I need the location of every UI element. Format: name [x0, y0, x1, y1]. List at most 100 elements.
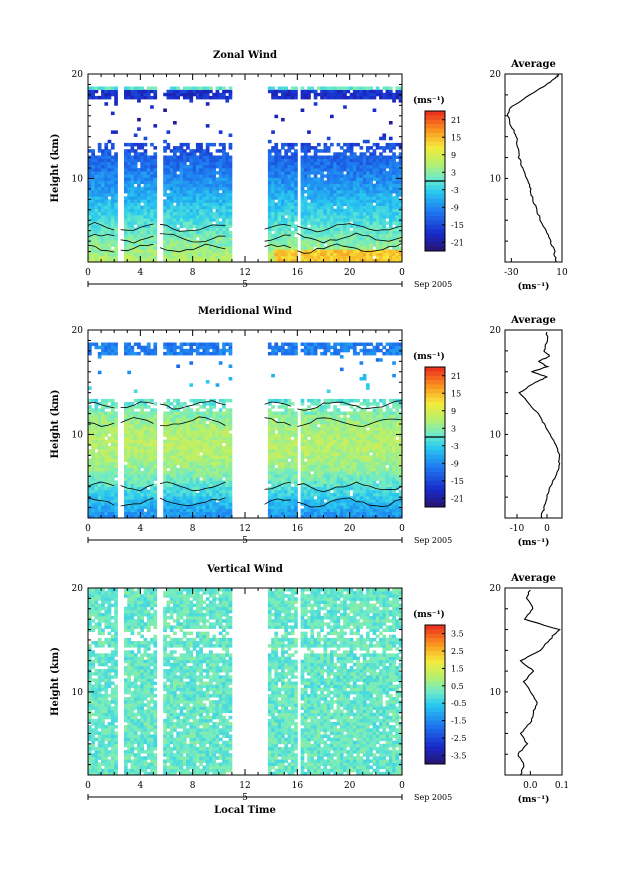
heatmap-cell	[388, 258, 393, 263]
heatmap-cell	[218, 430, 223, 434]
heatmap-cell	[153, 86, 158, 90]
heatmap-cell	[195, 142, 200, 147]
heatmap-cell	[146, 95, 151, 100]
heatmap-cell	[186, 95, 190, 100]
heatmap-cell	[395, 240, 400, 244]
heatmap-cell	[222, 233, 226, 238]
heatmap-cell	[392, 202, 396, 206]
heatmap-cell	[388, 243, 393, 247]
heatmap-cell	[179, 464, 184, 469]
heatmap-cell	[339, 193, 344, 197]
heatmap-cell	[343, 149, 347, 153]
heatmap-cell	[107, 511, 112, 516]
heatmap-cell	[182, 467, 187, 472]
heatmap-cell	[192, 189, 197, 194]
heatmap-cell	[313, 236, 318, 241]
heatmap-cell	[153, 155, 158, 159]
colorbar-tick-label: -3	[451, 186, 459, 195]
heatmap-cell	[225, 221, 230, 225]
heatmap-cell	[287, 177, 292, 181]
heatmap-cell	[140, 246, 144, 250]
heatmap-cell	[91, 499, 95, 503]
heatmap-cell	[267, 442, 272, 447]
heatmap-cell	[176, 486, 180, 491]
heatmap-cell	[222, 258, 226, 263]
heatmap-cell	[91, 211, 95, 216]
heatmap-cell	[91, 161, 95, 166]
heatmap-cell	[133, 174, 138, 178]
heatmap-cell	[317, 149, 321, 153]
heatmap-cell	[169, 186, 174, 191]
heatmap-cell	[267, 445, 272, 450]
heatmap-cell	[290, 171, 295, 175]
heatmap-cell	[300, 208, 305, 213]
heatmap-cell	[124, 164, 128, 169]
heatmap-cell	[130, 186, 135, 191]
heatmap-cell	[179, 89, 184, 94]
heatmap-cell	[101, 402, 105, 406]
heatmap-cell	[313, 177, 318, 181]
heatmap-cell	[124, 452, 128, 456]
heatmap-cell	[163, 442, 167, 447]
heatmap-cell	[150, 408, 154, 412]
heatmap-cell	[114, 464, 118, 469]
heatmap-cell	[366, 155, 370, 159]
heatmap-cell	[173, 502, 177, 506]
heatmap-cell	[287, 180, 292, 184]
heatmap-cell	[215, 471, 220, 475]
heatmap-cell	[169, 417, 174, 422]
heatmap-cell	[317, 161, 321, 166]
heatmap-cell	[146, 202, 151, 206]
heatmap-cell	[195, 89, 200, 94]
heatmap-cell	[209, 452, 213, 456]
heatmap-cell	[274, 158, 279, 163]
heatmap-cell	[385, 186, 390, 191]
heatmap-cell	[91, 502, 95, 506]
heatmap-cell	[287, 186, 292, 191]
heatmap-cell	[330, 183, 334, 188]
heatmap-cell	[375, 155, 380, 159]
heatmap-cell	[267, 417, 272, 422]
heatmap-cell	[127, 461, 131, 466]
heatmap-cell	[375, 211, 380, 216]
heatmap-cell	[179, 492, 184, 497]
contour-line	[87, 221, 403, 233]
heatmap-cell	[290, 196, 295, 200]
heatmap-cell	[169, 149, 174, 153]
heatmap-cell	[372, 174, 377, 178]
heatmap-cell	[179, 146, 184, 150]
heatmap-cell	[153, 414, 158, 419]
heatmap-cell	[150, 499, 154, 503]
heatmap-cell	[369, 230, 373, 235]
heatmap-cell	[274, 114, 279, 119]
heatmap-cell	[199, 492, 203, 497]
heatmap-cell	[169, 508, 174, 513]
heatmap-cell	[133, 205, 138, 210]
heatmap-cell	[173, 211, 177, 216]
heatmap-cell	[352, 202, 357, 206]
heatmap-cell	[362, 230, 367, 235]
heatmap-cell	[169, 205, 174, 210]
heatmap-cell	[163, 439, 167, 444]
heatmap-cell	[186, 474, 190, 478]
heatmap-cell	[97, 483, 102, 487]
heatmap-cell	[215, 417, 220, 422]
heatmap-cell	[130, 161, 135, 166]
heatmap-cell	[146, 208, 151, 213]
heatmap-cell	[212, 202, 216, 206]
heatmap-cell	[189, 205, 194, 210]
heatmap-cell	[333, 243, 337, 247]
heatmap-cell	[127, 477, 131, 481]
heatmap-cell	[91, 205, 95, 210]
heatmap-cell	[317, 155, 321, 159]
heatmap-cell	[163, 455, 167, 459]
heatmap-cell	[166, 252, 171, 257]
heatmap-cell	[192, 205, 197, 210]
heatmap-cell	[379, 174, 383, 178]
heatmap-cell	[215, 202, 220, 206]
heatmap-cell	[179, 424, 184, 428]
heatmap-cell	[333, 177, 337, 181]
heatmap-cell	[228, 133, 233, 137]
heatmap-cell	[182, 243, 187, 247]
colorbar-swatch	[425, 154, 445, 160]
